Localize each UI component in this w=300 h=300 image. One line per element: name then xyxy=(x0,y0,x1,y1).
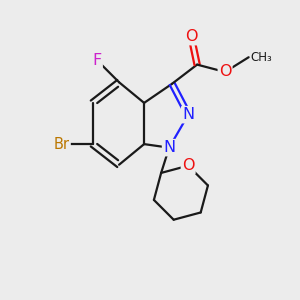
Text: O: O xyxy=(182,158,194,173)
Text: Br: Br xyxy=(54,136,70,152)
Text: O: O xyxy=(185,29,197,44)
Text: N: N xyxy=(163,140,175,155)
Text: CH₃: CH₃ xyxy=(250,51,272,64)
Text: F: F xyxy=(92,53,102,68)
Text: O: O xyxy=(219,64,231,80)
Text: N: N xyxy=(182,107,194,122)
